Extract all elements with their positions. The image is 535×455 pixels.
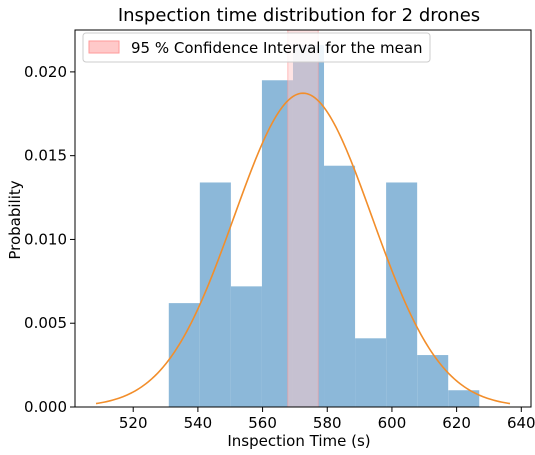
legend-box: [82, 32, 431, 63]
y-tick-label: 0.020: [24, 63, 67, 81]
plot-frame: [74, 29, 532, 408]
y-axis-ticks: 0.000 0.005 0.010 0.015 0.020: [24, 63, 75, 416]
histogram-bar-2: [230, 286, 262, 407]
x-tick-label: 580: [313, 414, 342, 432]
histogram-bar-9: [448, 390, 480, 407]
histogram-bar-6: [355, 338, 387, 407]
y-axis-label: Probability: [6, 180, 24, 259]
chart-title: Inspection time distribution for 2 drone…: [118, 5, 480, 26]
y-tick-label: 0.005: [24, 314, 67, 332]
normal-curve: [95, 92, 511, 405]
plot-area: [95, 29, 511, 408]
y-tick-label: 0.010: [24, 230, 67, 248]
confidence-interval-band: [287, 29, 319, 408]
histogram-bar-0: [168, 303, 200, 407]
x-tick-label: 520: [119, 414, 148, 432]
confidence-interval-rect: [287, 29, 319, 408]
x-tick-label: 640: [507, 414, 535, 432]
legend: 95 % Confidence Interval for the mean: [82, 32, 431, 63]
x-tick-label: 620: [442, 414, 471, 432]
legend-swatch-confidence-interval: [88, 40, 120, 54]
y-tick-label: 0.000: [24, 398, 67, 416]
x-tick-label: 540: [184, 414, 213, 432]
histogram-bar-8: [417, 355, 449, 407]
x-tick-label: 560: [248, 414, 277, 432]
y-tick-label: 0.015: [24, 147, 67, 165]
x-axis-label: Inspection Time (s): [227, 432, 370, 450]
x-axis-ticks: 520 540 560 580 600 620 640: [119, 407, 535, 432]
legend-label-confidence-interval: 95 % Confidence Interval for the mean: [131, 39, 423, 57]
x-tick-label: 600: [378, 414, 407, 432]
histogram-bar-5: [324, 165, 356, 407]
